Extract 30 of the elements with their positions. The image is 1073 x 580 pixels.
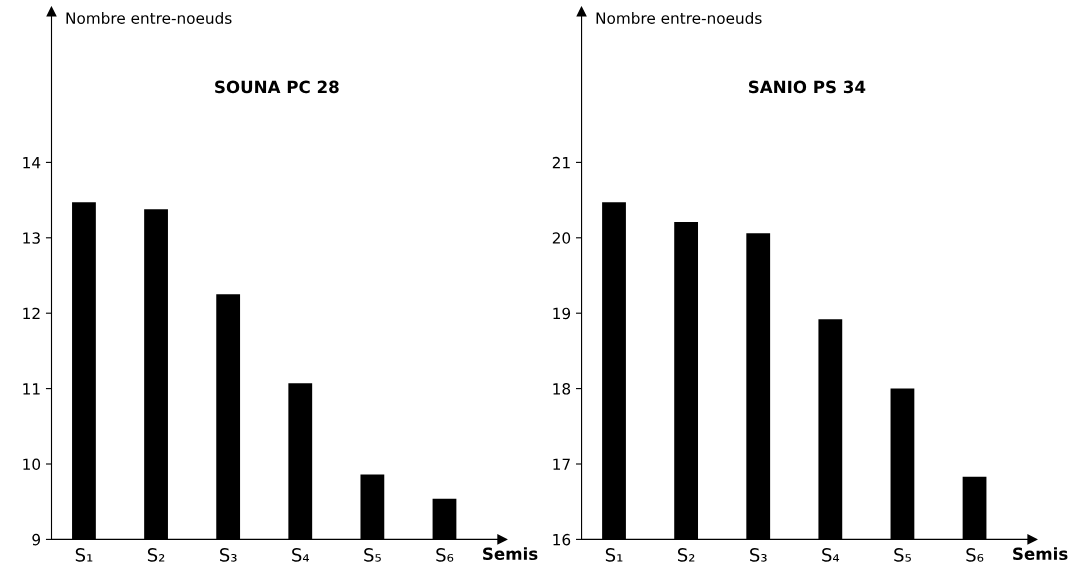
x-tick-label: S₆ <box>966 548 984 562</box>
y-tick-label: 17 <box>553 458 570 470</box>
y-tick-label: 19 <box>553 307 571 320</box>
y-axis-title: Nombre entre-noeuds <box>596 12 762 24</box>
x-tick-label: S₅ <box>364 548 381 562</box>
x-axis-title: Semis <box>1013 547 1068 561</box>
x-tick-label: S₃ <box>750 548 767 562</box>
x-tick-label: S₃ <box>220 548 237 562</box>
y-tick-label: 16 <box>553 533 571 546</box>
x-tick-label: S₄ <box>292 548 310 562</box>
y-tick-label: 10 <box>23 458 41 471</box>
y-tick-label: 11 <box>23 383 40 395</box>
x-axis-title: Semis <box>483 547 538 561</box>
y-tick-label: 18 <box>553 383 571 395</box>
text: SANIO PS 34 <box>748 80 866 94</box>
y-tick-label: 14 <box>23 157 41 169</box>
x-tick-label: S₁ <box>75 548 93 562</box>
x-tick-label: S₂ <box>677 548 695 562</box>
y-tick-label: 21 <box>552 156 570 169</box>
y-axis-title: Nombre entre-noeuds <box>66 12 232 24</box>
x-tick-label: S₄ <box>822 548 840 562</box>
y-tick-label: 20 <box>552 232 571 244</box>
x-tick-label: S₂ <box>147 548 165 562</box>
text: SOUNA PC 28 <box>215 80 339 94</box>
y-tick-label: 12 <box>23 307 40 319</box>
x-tick-label: S₆ <box>436 548 454 562</box>
x-tick-label: S₁ <box>605 548 623 562</box>
y-tick-label: 9 <box>32 533 41 546</box>
x-tick-label: S₅ <box>894 548 911 562</box>
y-tick-label: 13 <box>23 232 40 244</box>
